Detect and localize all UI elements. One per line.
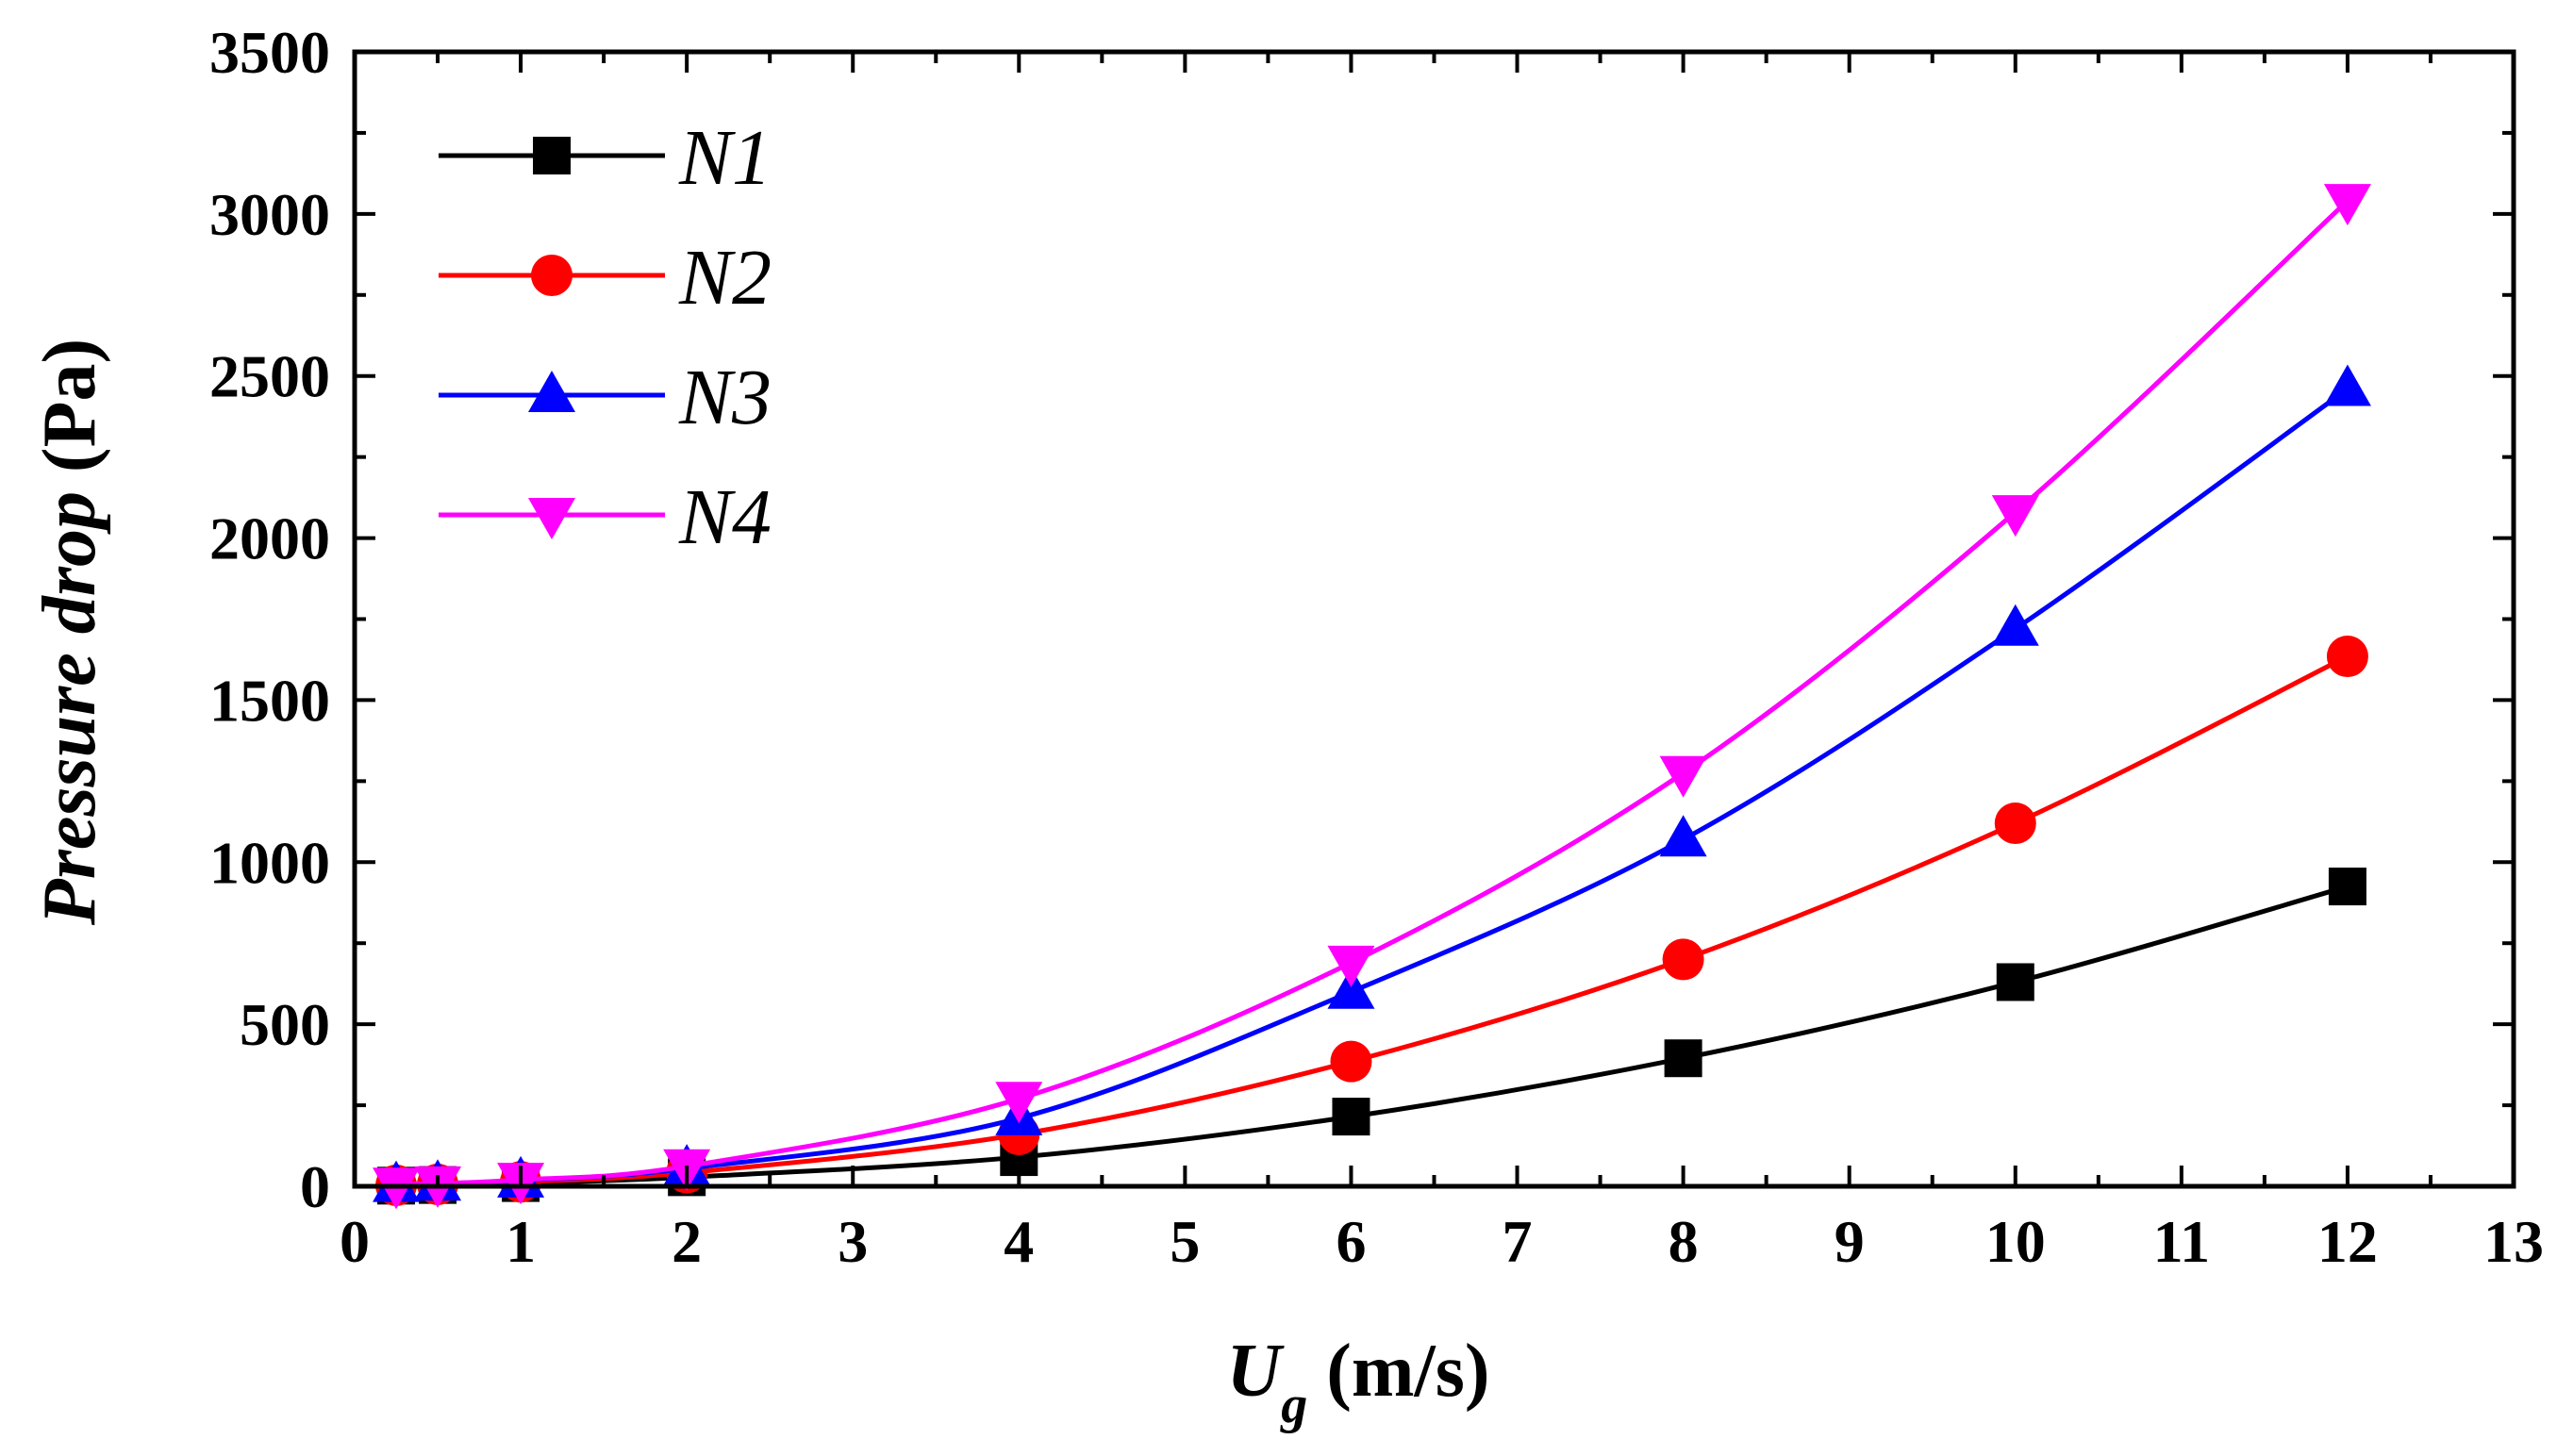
y-tick-label: 3500	[209, 19, 330, 86]
x-tick-label: 6	[1336, 1208, 1366, 1275]
data-point-n1-7	[1996, 963, 2034, 1001]
data-point-n2-7	[1994, 802, 2036, 845]
y-axis-title: Pressure drop (Pa)	[28, 339, 111, 926]
data-point-n3-6	[1659, 815, 1707, 857]
legend-label-n4: N4	[678, 473, 772, 561]
legend: N1 N2 N3 N4	[439, 114, 772, 561]
data-point-n1-8	[2328, 868, 2366, 906]
x-tick-label: 10	[1985, 1208, 2046, 1275]
data-point-n4-4	[995, 1082, 1043, 1124]
legend-marker-n4	[528, 498, 575, 539]
y-tick-label: 3000	[209, 181, 330, 248]
legend-marker-n1	[533, 137, 571, 174]
data-point-n3-7	[1991, 604, 2039, 646]
x-tick-label: 8	[1669, 1208, 1699, 1275]
x-axis-title: Ug (m/s)	[1226, 1330, 1489, 1434]
x-tick-label: 5	[1170, 1208, 1200, 1275]
x-tick-label: 9	[1835, 1208, 1865, 1275]
data-point-n1-5	[1332, 1098, 1370, 1136]
y-tick-label: 1500	[209, 667, 330, 734]
y-tick-label: 2000	[209, 505, 330, 572]
x-tick-label: 2	[672, 1208, 702, 1275]
y-tick-label: 500	[240, 991, 330, 1058]
y-tick-label: 1000	[209, 829, 330, 896]
x-tick-label: 4	[1004, 1208, 1034, 1275]
data-point-n4-7	[1991, 495, 2039, 538]
x-tick-label: 3	[838, 1208, 868, 1275]
data-point-n4-6	[1659, 755, 1707, 798]
legend-label-n3: N3	[678, 354, 772, 441]
x-tick-label: 13	[2483, 1208, 2544, 1275]
x-tick-label: 7	[1503, 1208, 1533, 1275]
x-tick-label: 1	[506, 1208, 536, 1275]
x-tick-label: 12	[2317, 1208, 2378, 1275]
data-point-n4-8	[2323, 184, 2371, 226]
data-point-n2-8	[2326, 636, 2368, 678]
data-point-n2-6	[1662, 938, 1704, 981]
legend-marker-n3	[528, 371, 575, 412]
legend-label-n2: N2	[678, 234, 772, 322]
data-point-n1-6	[1664, 1039, 1702, 1078]
y-tick-label: 2500	[209, 343, 330, 410]
data-point-n3-5	[1327, 967, 1375, 1009]
data-point-n3-8	[2323, 364, 2371, 406]
legend-label-n1: N1	[678, 114, 772, 202]
data-point-n2-5	[1330, 1040, 1372, 1083]
x-tick-label: 11	[2153, 1208, 2210, 1275]
legend-marker-n2	[531, 255, 573, 296]
data-point-n4-5	[1327, 945, 1375, 987]
axes: 0 1 2 3 4 5 6 7 8 9 10 11 12 130500100015002000250030…	[209, 19, 2544, 1275]
y-tick-label: 0	[300, 1153, 330, 1220]
x-tick-label: 0	[340, 1208, 370, 1275]
